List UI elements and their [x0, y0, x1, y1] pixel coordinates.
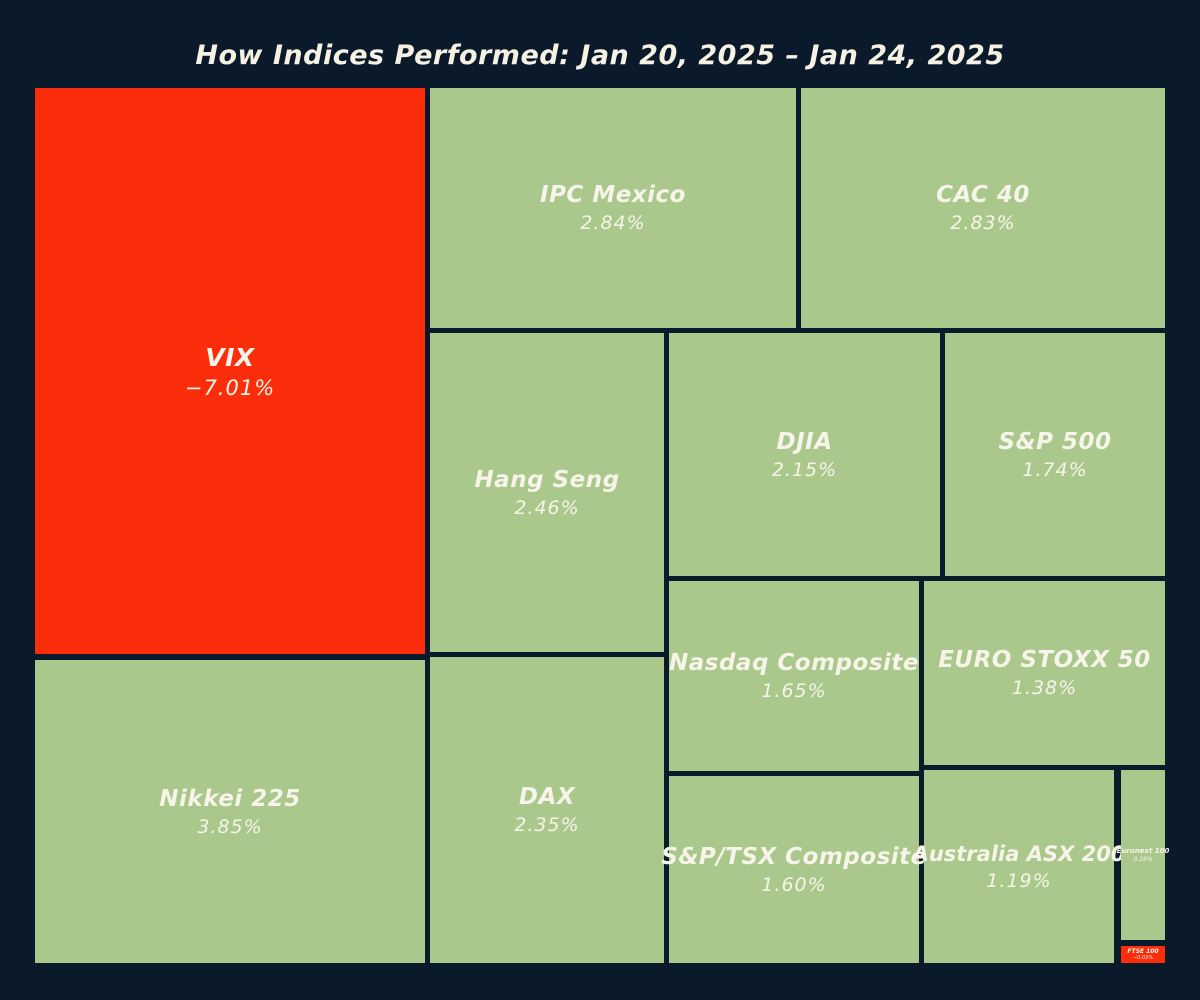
tile-value: −0.03% [1132, 955, 1154, 961]
tile-text: DJIA 2.15% [772, 429, 837, 481]
tile-label: Hang Seng [474, 466, 620, 493]
tile-label: Euronext 100 [1116, 847, 1170, 855]
tile-text: S&P 500 1.74% [999, 429, 1112, 481]
treemap-tile-sp-tsx-composite[interactable]: S&P/TSX Composite 1.60% [661, 776, 926, 963]
tile-label: CAC 40 [936, 182, 1030, 208]
tile-text: IPC Mexico 2.84% [540, 182, 686, 234]
tile-value: 1.38% [1011, 677, 1078, 699]
tile-text: Hang Seng 2.46% [474, 467, 619, 519]
tile-label: Australia ASX 200 [912, 841, 1126, 866]
treemap-tile-nasdaq-composite[interactable]: Nasdaq Composite 1.65% [669, 581, 919, 771]
tile-value: −7.01% [184, 375, 276, 400]
tile-label: EURO STOXX 50 [938, 647, 1151, 673]
treemap-tile-euro-stoxx-50[interactable]: EURO STOXX 50 1.38% [924, 581, 1165, 765]
tile-text: S&P/TSX Composite 1.60% [661, 844, 926, 896]
tile-text: VIX −7.01% [185, 343, 275, 400]
treemap-tile-dax[interactable]: DAX 2.35% [430, 657, 664, 963]
tile-label: DAX [518, 784, 576, 810]
treemap-tile-vix[interactable]: VIX −7.01% [35, 88, 425, 654]
tile-value: 1.65% [761, 680, 827, 702]
tile-label: DJIA [776, 428, 833, 455]
treemap-tile-australia-asx-200[interactable]: Australia ASX 200 1.19% [913, 770, 1125, 963]
chart-title: How Indices Performed: Jan 20, 2025 – Ja… [195, 40, 1005, 71]
tile-value: 1.19% [986, 869, 1052, 892]
tile-value: 2.46% [514, 496, 580, 519]
tile-value: 2.35% [514, 814, 580, 836]
tile-value: 3.85% [197, 815, 263, 838]
tile-value: 2.83% [950, 212, 1016, 234]
tile-text: DAX 2.35% [514, 784, 579, 836]
tile-text: Euronext 100 0.28% [1117, 847, 1170, 863]
treemap-tile-djia[interactable]: DJIA 2.15% [669, 333, 940, 576]
treemap-tile-nikkei-225[interactable]: Nikkei 225 3.85% [35, 660, 425, 963]
tile-label: FTSE 100 [1127, 948, 1159, 955]
tile-text: CAC 40 2.83% [936, 182, 1030, 234]
treemap-tile-euronext-100[interactable]: Euronext 100 0.28% [1117, 770, 1169, 940]
tile-text: Nikkei 225 3.85% [159, 786, 300, 838]
treemap-tile-ipc-mexico[interactable]: IPC Mexico 2.84% [430, 88, 796, 328]
tile-label: S&P 500 [998, 428, 1112, 455]
treemap-tile-ftse-100[interactable]: FTSE 100 −0.03% [1121, 946, 1165, 963]
treemap-tile-sp-500[interactable]: S&P 500 1.74% [945, 333, 1165, 576]
tile-value: 2.15% [771, 458, 838, 481]
tile-label: VIX [205, 342, 255, 372]
tile-value: 0.28% [1133, 856, 1153, 863]
tile-label: IPC Mexico [540, 182, 686, 208]
tile-label: S&P/TSX Composite [661, 843, 927, 870]
tile-text: Nasdaq Composite 1.65% [669, 650, 919, 702]
tile-text: EURO STOXX 50 1.38% [938, 647, 1151, 699]
tile-value: 1.74% [1022, 458, 1088, 481]
tile-value: 1.60% [761, 873, 827, 896]
tile-label: Nikkei 225 [159, 785, 301, 812]
treemap-tile-hang-seng[interactable]: Hang Seng 2.46% [430, 333, 664, 652]
tile-text: FTSE 100 −0.03% [1127, 948, 1158, 961]
tile-label: Nasdaq Composite [669, 650, 919, 676]
tile-value: 2.84% [580, 212, 646, 234]
treemap-tile-cac-40[interactable]: CAC 40 2.83% [801, 88, 1165, 328]
tile-text: Australia ASX 200 1.19% [913, 842, 1126, 892]
